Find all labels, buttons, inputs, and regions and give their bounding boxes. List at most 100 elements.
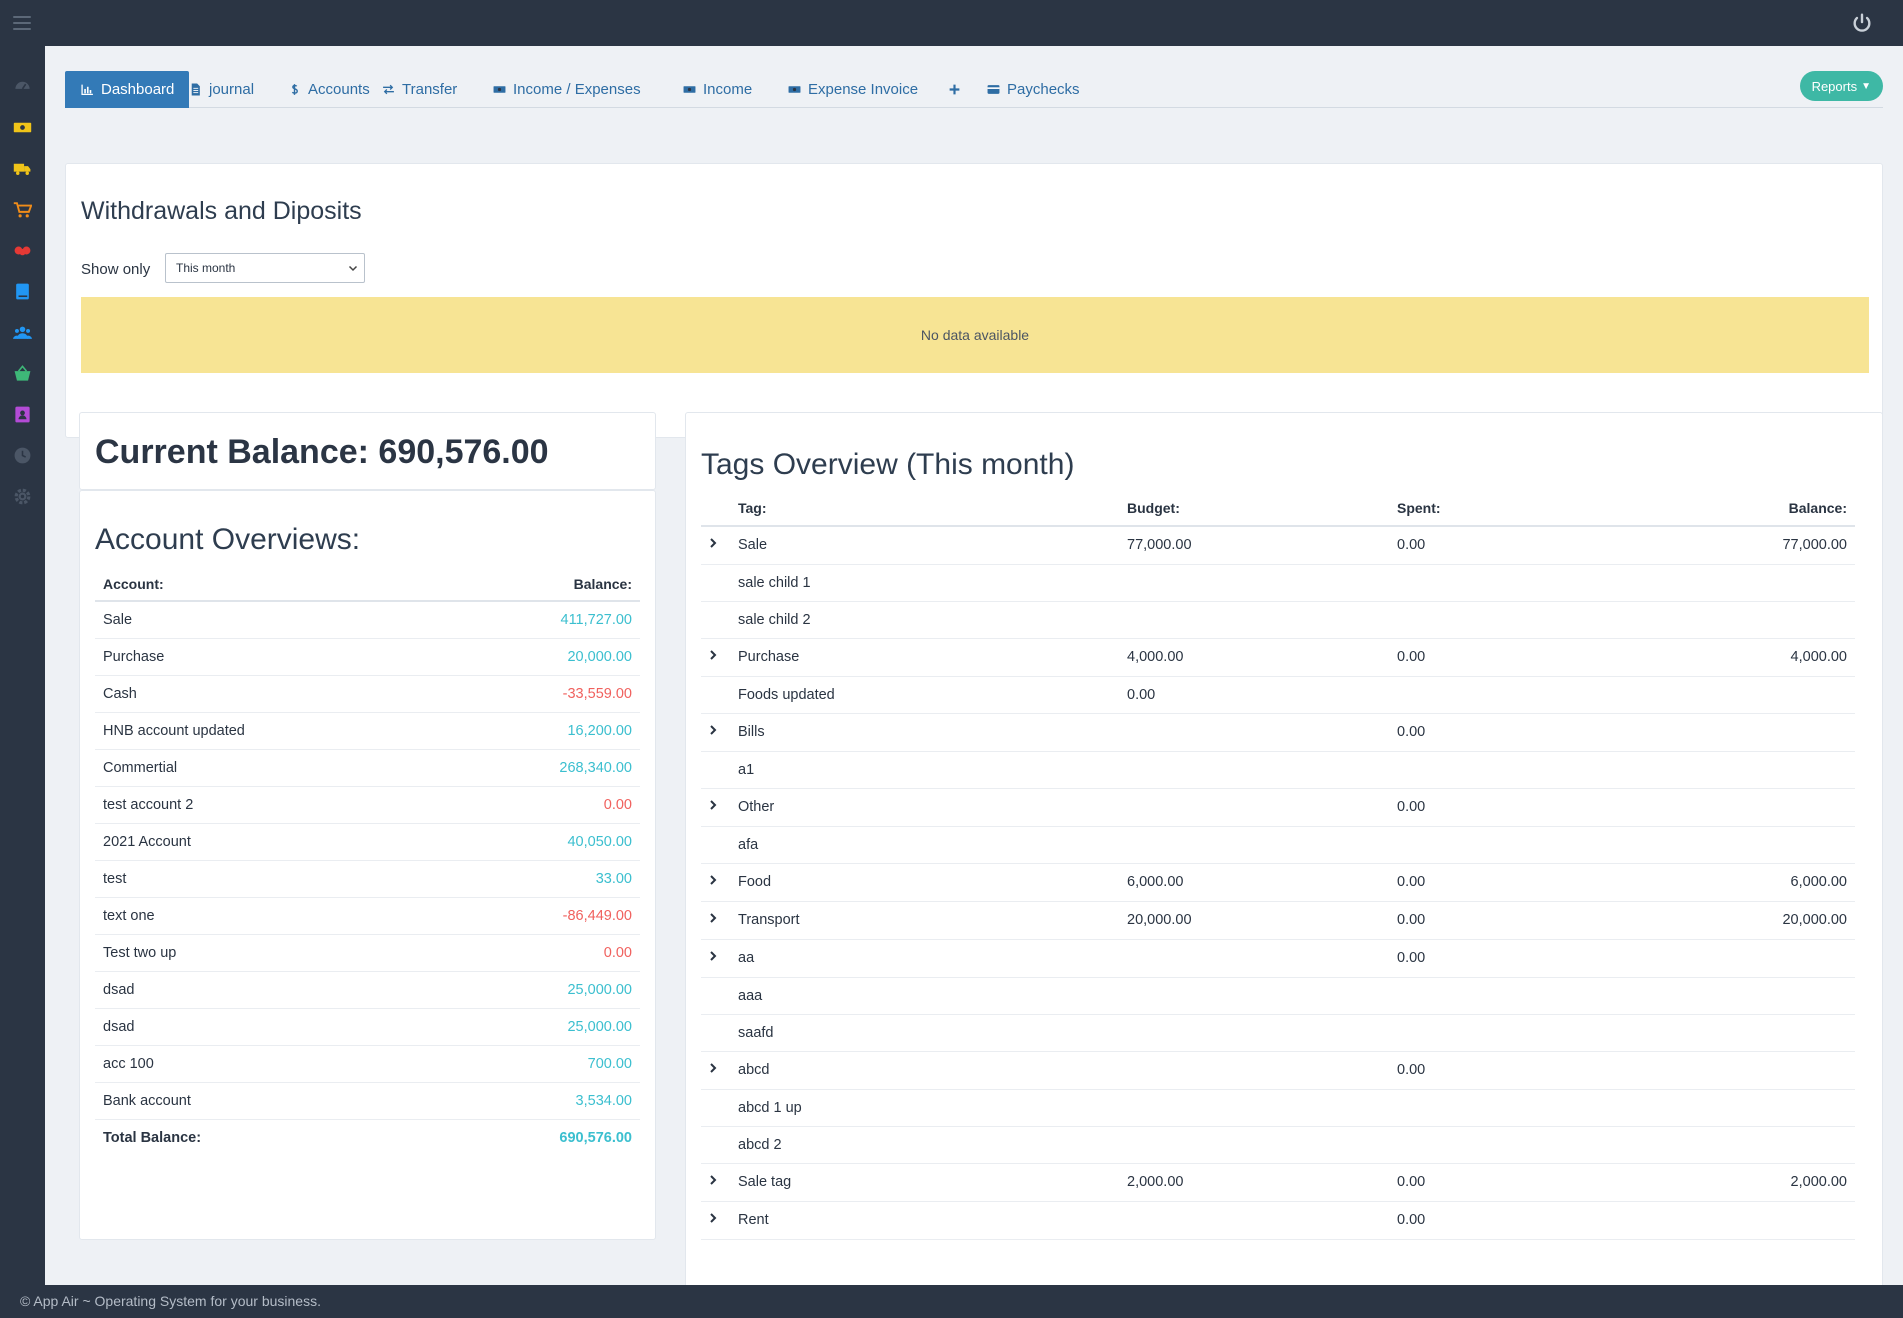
dashboard-icon xyxy=(15,81,30,90)
row-toggle xyxy=(701,751,730,789)
tag-balance xyxy=(1587,787,1855,827)
chevron-right-icon[interactable] xyxy=(707,1062,719,1074)
dollar-icon xyxy=(291,84,298,95)
chevron-right-icon[interactable] xyxy=(707,799,719,811)
current-balance: Current Balance: 690,576.00 xyxy=(95,433,549,471)
tag-balance xyxy=(1587,977,1855,1015)
row-toggle[interactable] xyxy=(701,525,730,565)
tag-balance xyxy=(1587,601,1855,639)
tags-overview-title: Tags Overview (This month) xyxy=(701,448,1075,481)
chevron-right-icon[interactable] xyxy=(707,950,719,962)
tag-spent: 0.00 xyxy=(1389,1162,1588,1202)
tag-balance xyxy=(1587,751,1855,789)
truck-icon xyxy=(13,163,31,175)
tag-child-row: sale child 2 xyxy=(701,601,1855,639)
tag-name: Food xyxy=(730,862,1119,902)
tag-spent xyxy=(1389,601,1588,639)
account-name: Sale xyxy=(95,601,445,639)
sidebar-item-clock[interactable] xyxy=(0,435,45,476)
tab-label: journal xyxy=(209,81,255,98)
row-toggle[interactable] xyxy=(701,787,730,827)
tab-label: Paychecks xyxy=(1007,81,1080,98)
column-header-balance: Balance: xyxy=(1587,491,1855,527)
tab-dashboard[interactable]: Dashboard xyxy=(65,71,190,108)
tab-journal[interactable]: journal xyxy=(188,71,254,108)
no-data-message: No data available xyxy=(920,327,1030,343)
chevron-right-icon[interactable] xyxy=(707,1174,719,1186)
clock-icon xyxy=(14,447,31,464)
chevron-right-icon[interactable] xyxy=(707,537,719,549)
row-toggle xyxy=(701,1126,730,1164)
tag-balance xyxy=(1587,1014,1855,1052)
period-select[interactable]: This month xyxy=(165,253,365,283)
account-balance: 3,534.00 xyxy=(444,1082,640,1120)
tab-income[interactable]: Income xyxy=(682,71,752,108)
tag-spent: 0.00 xyxy=(1389,525,1588,565)
row-toggle[interactable] xyxy=(701,1050,730,1090)
sidebar-item-contact[interactable] xyxy=(0,394,45,435)
tab-add[interactable] xyxy=(947,71,968,108)
table-row: dsad 25,000.00 xyxy=(95,1008,640,1046)
tab-transfer[interactable]: Transfer xyxy=(381,71,457,108)
table-row: Purchase 20,000.00 xyxy=(95,638,640,676)
file-icon xyxy=(191,83,200,96)
tab-expense-invoice[interactable]: Expense Invoice xyxy=(787,71,918,108)
chevron-right-icon[interactable] xyxy=(707,874,719,886)
row-toggle[interactable] xyxy=(701,637,730,677)
chevron-right-icon[interactable] xyxy=(707,724,719,736)
total-balance-value: 690,576.00 xyxy=(559,1129,632,1146)
settings-icon xyxy=(14,488,31,505)
row-toggle xyxy=(701,1089,730,1127)
column-header-toggle xyxy=(701,491,730,527)
sidebar-item-dashboard[interactable] xyxy=(0,66,45,107)
sidebar-item-book[interactable] xyxy=(0,271,45,312)
column-header-balance: Balance: xyxy=(444,568,640,602)
sidebar-item-settings[interactable] xyxy=(0,476,45,517)
row-toggle[interactable] xyxy=(701,1162,730,1202)
tag-spent xyxy=(1389,1014,1588,1052)
chevron-right-icon[interactable] xyxy=(707,1212,719,1224)
tags-overview-panel: Tags Overview (This month) Tag: Budget: … xyxy=(685,412,1883,1318)
tag-balance xyxy=(1587,676,1855,714)
account-name: dsad xyxy=(95,1008,445,1046)
account-balance: 20,000.00 xyxy=(444,638,640,676)
tab-paychecks[interactable]: Paychecks xyxy=(986,71,1080,108)
sidebar-item-cart[interactable] xyxy=(0,189,45,230)
tag-balance xyxy=(1587,1200,1855,1240)
menu-icon[interactable] xyxy=(13,16,31,30)
power-icon[interactable] xyxy=(1851,12,1873,34)
current-balance-panel: Current Balance: 690,576.00 xyxy=(79,412,656,490)
table-row: acc 100 700.00 xyxy=(95,1045,640,1083)
account-name: test account 2 xyxy=(95,786,445,824)
row-toggle[interactable] xyxy=(701,1200,730,1240)
contact-icon xyxy=(15,406,30,423)
reports-dropdown-button[interactable]: Reports ▼ xyxy=(1799,71,1883,101)
row-toggle[interactable] xyxy=(701,938,730,978)
tag-spent xyxy=(1389,676,1588,714)
tag-spent xyxy=(1389,564,1588,602)
tag-row: abcd 0.00 xyxy=(701,1050,1855,1090)
sidebar-item-money[interactable] xyxy=(0,107,45,148)
tag-name: Sale xyxy=(730,525,1119,565)
row-toggle[interactable] xyxy=(701,900,730,940)
sidebar-item-handshake[interactable] xyxy=(0,230,45,271)
sidebar-item-basket[interactable] xyxy=(0,353,45,394)
account-balance: 25,000.00 xyxy=(444,971,640,1009)
row-toggle[interactable] xyxy=(701,712,730,752)
tab-accounts[interactable]: Accounts xyxy=(287,71,370,108)
chevron-right-icon[interactable] xyxy=(707,649,719,661)
table-row: test account 2 0.00 xyxy=(95,786,640,824)
chevron-right-icon[interactable] xyxy=(707,912,719,924)
row-toggle[interactable] xyxy=(701,862,730,902)
sidebar-item-truck[interactable] xyxy=(0,148,45,189)
account-balance: 0.00 xyxy=(444,934,640,972)
tag-budget xyxy=(1119,1200,1389,1240)
tag-child-row: aaa xyxy=(701,977,1855,1015)
sidebar xyxy=(0,46,45,1285)
tag-name: Transport xyxy=(730,900,1119,940)
tab-label: Income / Expenses xyxy=(513,81,641,98)
account-balance: -86,449.00 xyxy=(444,897,640,935)
tag-spent: 0.00 xyxy=(1389,900,1588,940)
sidebar-item-users[interactable] xyxy=(0,312,45,353)
tab-income-expenses[interactable]: Income / Expenses xyxy=(492,71,641,108)
